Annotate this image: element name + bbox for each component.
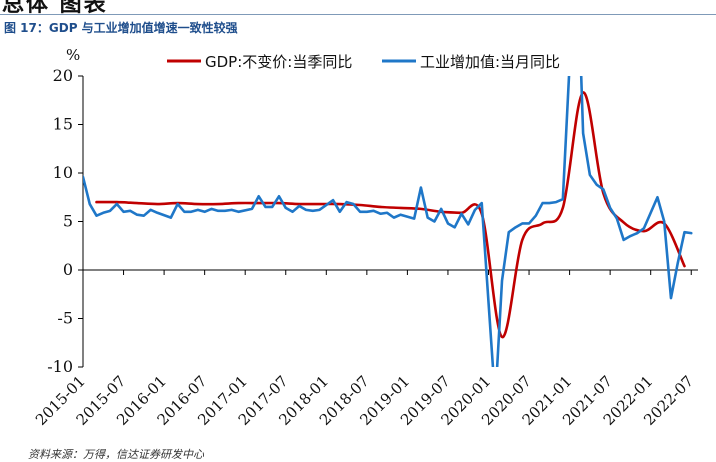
header-rule [0, 14, 716, 15]
source-note: 资料来源：万得，信达证券研发中心 [28, 448, 204, 461]
y-axis-unit: % [66, 46, 80, 64]
y-tick-label: 20 [53, 66, 73, 85]
y-tick-label: -5 [57, 309, 73, 328]
legend-item-industry-label: 工业增加值:当月同比 [420, 53, 560, 71]
series-line-industry [83, 76, 693, 367]
y-tick-label: 15 [53, 115, 73, 134]
series-line-gdp [95, 91, 686, 339]
y-tick-label: -10 [47, 357, 73, 376]
y-tick-label: 10 [53, 163, 73, 182]
legend-item-gdp-label: GDP:不变价:当季同比 [205, 53, 352, 71]
legend: GDP:不变价:当季同比 工业增加值:当月同比 [167, 53, 560, 71]
series-layer [83, 76, 693, 367]
axes-layer: -10-505101520%2015-012015-072016-012016-… [32, 46, 698, 429]
y-tick-label: 5 [63, 212, 73, 231]
figure-title: 图 17：GDP 与工业增加值增速一致性较强 [4, 21, 238, 35]
y-tick-label: 0 [63, 260, 73, 279]
page-heading-fragment: 总体 图表 [2, 0, 108, 17]
